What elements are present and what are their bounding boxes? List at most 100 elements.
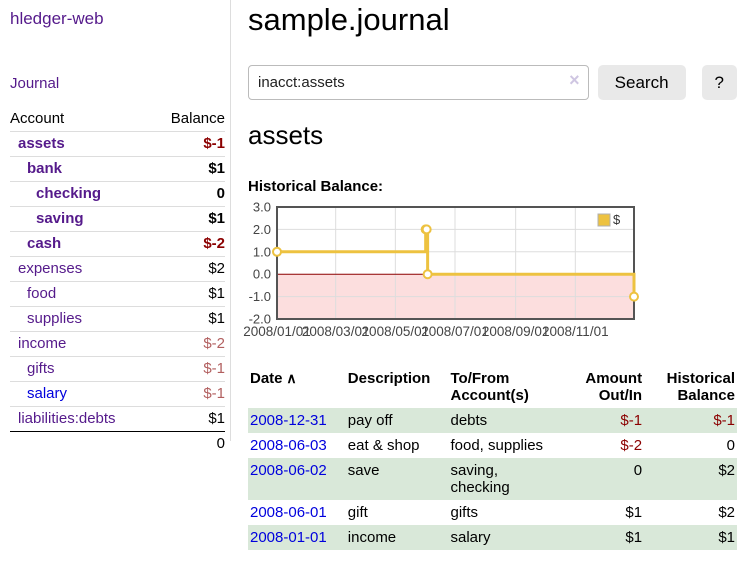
register-row: 2008-06-03 eat & shop food, supplies $-2 0 — [248, 433, 737, 458]
svg-text:2008/03/01: 2008/03/01 — [302, 324, 370, 339]
sidebar-item-gifts[interactable]: gifts — [27, 360, 55, 377]
help-button[interactable]: ? — [701, 65, 737, 100]
accounts-header-account: Account — [10, 110, 65, 127]
transaction-balance: $1 — [718, 529, 735, 546]
transaction-description: income — [347, 529, 397, 546]
svg-text:2008/09/01: 2008/09/01 — [482, 324, 550, 339]
transaction-date-link[interactable]: 2008-01-01 — [250, 529, 327, 546]
transaction-description: eat & shop — [347, 437, 420, 454]
account-balance: $-1 — [152, 131, 225, 157]
account-balance: $-2 — [152, 331, 225, 357]
account-row: checking 0 — [10, 181, 225, 207]
sort-ascending-icon: ∧ — [282, 370, 297, 386]
historical-balance-chart: $3.0 2.0 1.0 0.0 -1.0 -2.02008/01/012008/03/0… — [243, 200, 639, 339]
sidebar-item-assets[interactable]: assets — [18, 135, 65, 152]
svg-text:0.0: 0.0 — [253, 267, 271, 282]
account-balance: $1 — [152, 281, 225, 307]
account-heading: assets — [248, 120, 324, 150]
svg-text:2008/05/01: 2008/05/01 — [362, 324, 430, 339]
transaction-description: save — [347, 462, 380, 479]
search-input[interactable] — [248, 65, 589, 100]
account-row: saving $1 — [10, 206, 225, 232]
sidebar: hledger-web Journal Account Balance asse… — [0, 0, 231, 456]
svg-text:1.0: 1.0 — [253, 244, 271, 259]
main-panel: sample.journal × Search ? assets Histori… — [243, 0, 737, 550]
account-balance: $2 — [152, 256, 225, 282]
svg-text:-1.0: -1.0 — [249, 289, 271, 304]
transaction-description: gift — [347, 504, 368, 521]
clear-search-icon[interactable]: × — [569, 70, 580, 90]
transaction-accounts: salary — [450, 529, 491, 546]
account-row: supplies $1 — [10, 306, 225, 332]
search-form: × Search ? — [248, 65, 737, 100]
accounts-header-balance: Balance — [170, 110, 225, 127]
register-header-balance: Historical Balance — [666, 370, 735, 404]
register-row: 2008-01-01 income salary $1 $1 — [248, 525, 737, 550]
account-row: expenses $2 — [10, 256, 225, 282]
sidebar-item-salary[interactable]: salary — [27, 385, 68, 402]
sidebar-item-journal[interactable]: Journal — [10, 75, 60, 92]
account-balance: $1 — [152, 206, 225, 232]
transaction-balance: $2 — [718, 504, 735, 521]
sidebar-item-liabilities-debts[interactable]: liabilities:debts — [18, 410, 116, 427]
sidebar-item-cash[interactable]: cash — [27, 235, 62, 252]
accounts-table: Account Balance assets $-1 bank $1 checking 0… — [10, 107, 225, 456]
sidebar-item-saving[interactable]: saving — [36, 210, 84, 227]
account-balance: $1 — [152, 156, 225, 182]
chart-label: Historical Balance: — [248, 178, 384, 195]
transaction-date-link[interactable]: 2008-06-02 — [250, 462, 327, 479]
svg-text:2.0: 2.0 — [253, 222, 271, 237]
account-balance: $1 — [152, 406, 225, 432]
account-balance: $-1 — [152, 356, 225, 382]
register-row: 2008-06-01 gift gifts $1 $2 — [248, 500, 737, 525]
sidebar-item-checking[interactable]: checking — [36, 185, 102, 202]
register-row: 2008-06-02 save saving, checking 0 $2 — [248, 458, 737, 500]
transaction-date-link[interactable]: 2008-12-31 — [250, 412, 327, 429]
transaction-balance: $-1 — [713, 412, 735, 429]
account-row: bank $1 — [10, 156, 225, 182]
transaction-amount: $-2 — [620, 437, 643, 454]
transaction-amount: $-1 — [620, 412, 643, 429]
transaction-accounts: saving, checking — [450, 462, 510, 496]
transaction-balance: 0 — [726, 437, 735, 454]
account-row: income $-2 — [10, 331, 225, 357]
search-box: × — [248, 65, 589, 100]
transaction-balance: $2 — [718, 462, 735, 479]
accounts-total-balance: 0 — [152, 431, 225, 456]
svg-text:$: $ — [613, 212, 621, 227]
svg-text:3.0: 3.0 — [253, 200, 271, 215]
sidebar-item-expenses[interactable]: expenses — [18, 260, 83, 277]
svg-text:2008/07/01: 2008/07/01 — [421, 324, 489, 339]
register-header-accounts: To/From Account(s) — [450, 370, 529, 404]
register-row: 2008-12-31 pay off debts $-1 $-1 — [248, 408, 737, 433]
transaction-date-link[interactable]: 2008-06-01 — [250, 504, 327, 521]
transaction-date-link[interactable]: 2008-06-03 — [250, 437, 327, 454]
register-header-amount: Amount Out/In — [585, 370, 643, 404]
transaction-amount: $1 — [625, 529, 643, 546]
transaction-amount: 0 — [633, 462, 643, 479]
search-button[interactable]: Search — [597, 65, 686, 100]
account-balance: $-2 — [152, 231, 225, 257]
svg-text:2008/11/01: 2008/11/01 — [542, 324, 609, 339]
page-title: sample.journal — [248, 2, 450, 37]
sidebar-item-bank[interactable]: bank — [27, 160, 63, 177]
sidebar-item-food[interactable]: food — [27, 285, 57, 302]
register-header-date[interactable]: Date ∧ — [250, 370, 297, 387]
sidebar-item-income[interactable]: income — [18, 335, 67, 352]
sidebar-item-supplies[interactable]: supplies — [27, 310, 83, 327]
transaction-accounts: debts — [450, 412, 488, 429]
account-row: assets $-1 — [10, 131, 225, 157]
account-row: cash $-2 — [10, 231, 225, 257]
app-title[interactable]: hledger-web — [10, 9, 104, 28]
account-row: gifts $-1 — [10, 356, 225, 382]
transaction-description: pay off — [347, 412, 393, 429]
svg-text:-2.0: -2.0 — [249, 312, 271, 327]
account-balance: $-1 — [152, 381, 225, 407]
account-row: salary $-1 — [10, 381, 225, 407]
account-row: liabilities:debts $1 — [10, 406, 225, 432]
transaction-accounts: gifts — [450, 504, 478, 521]
account-row: food $1 — [10, 281, 225, 307]
transaction-accounts: food, supplies — [450, 437, 544, 454]
register-table: Date ∧ Description To/From Account(s) Amoun… — [248, 368, 737, 550]
account-balance: $1 — [152, 306, 225, 332]
